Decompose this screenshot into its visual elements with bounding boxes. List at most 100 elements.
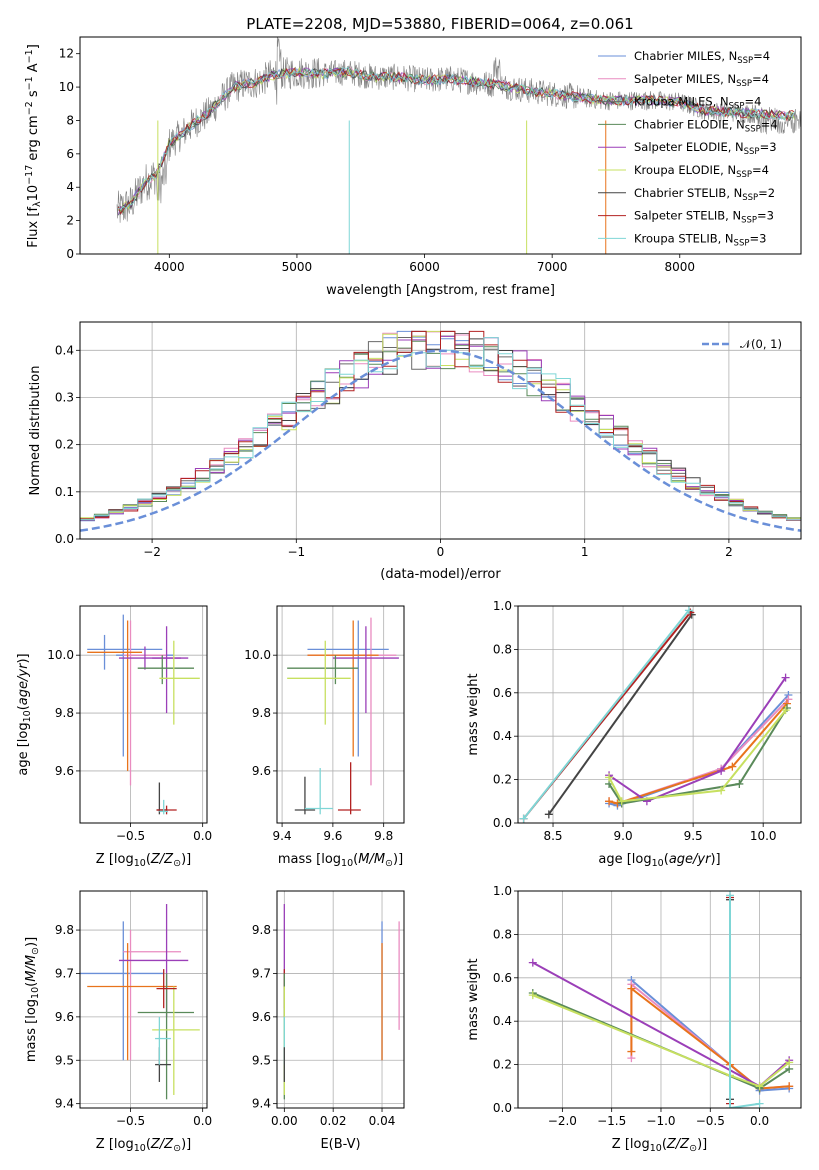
y-tick-label: 9.5 [252, 1053, 271, 1067]
y-tick-label: 0.2 [55, 438, 74, 452]
y-tick-label: 9.8 [252, 923, 271, 937]
weight-marker [726, 891, 735, 900]
weight-marker [728, 762, 737, 771]
weight-series-line [608, 677, 787, 803]
gaussian-reference-curve [80, 349, 801, 532]
model-spectrum-line [118, 66, 795, 210]
weight-marker [755, 1082, 764, 1091]
x-tick-label: 5000 [282, 260, 313, 274]
weight-marker [755, 1099, 764, 1108]
legend-entry: Salpeter STELIB, NSSP=3 [634, 209, 774, 226]
errorbar-point [137, 973, 195, 1100]
spectrum-legend: Chabrier MILES, NSSP=4 Salpeter MILES, NS… [598, 49, 778, 248]
y-tick-label: 0.0 [493, 816, 512, 830]
age-vs-mass-panel: 9.4 9.6 9.8 9.6 9.8 10.0 mass [log10(M/M⊙)] [244, 605, 405, 869]
errorbar-point [307, 620, 379, 757]
x-tick-label: 2 [725, 545, 733, 559]
y-tick-label: 9.6 [252, 764, 271, 778]
y-tick-label: 9.6 [55, 1010, 74, 1024]
weight-series-line [608, 709, 787, 803]
weight-vs-metallicity-panel: −2.0 −1.5 −1.0 −0.5 0.0 0.0 0.2 0.4 0.6 0.8 1.0 Z [… [466, 884, 802, 1154]
x-tick-label: 9.0 [614, 829, 633, 843]
x-tick-label: 9.4 [273, 829, 292, 843]
y-tick-label: 10.0 [244, 648, 271, 662]
y-axis-label: age [log10(age/yr)] [16, 653, 33, 775]
weight-marker [519, 814, 528, 823]
weight-marker [605, 773, 614, 782]
figure-title: PLATE=2208, MJD=53880, FIBERID=0064, z=0… [246, 15, 633, 33]
x-tick-label: −0.5 [116, 829, 145, 843]
errorbar-point [156, 969, 177, 1009]
x-tick-label: −1 [287, 545, 305, 559]
x-tick-label: 7000 [537, 260, 568, 274]
plot-area [80, 904, 200, 1100]
weight-marker [627, 984, 636, 993]
weight-vs-age-panel: 8.5 9.0 9.5 10.0 0.0 0.2 0.4 0.6 0.8 1.0 age [log1… [466, 599, 802, 869]
plot-area [116, 37, 801, 254]
errorbar-point [332, 626, 399, 714]
y-tick-label: 9.6 [252, 1010, 271, 1024]
weight-series-line [608, 702, 788, 805]
weight-series-line [532, 994, 790, 1088]
x-tick-label: 4000 [154, 260, 185, 274]
errorbar-point [152, 626, 182, 714]
age-vs-metallicity-panel: −0.5 0.0 9.6 9.8 10.0 Z [log10(Z/Z⊙)] age [log… [16, 605, 212, 869]
y-axis-label: mass [log10(M/M⊙)] [24, 937, 41, 1062]
weight-marker [528, 958, 537, 967]
errorbar-point [152, 986, 200, 1095]
weight-marker [726, 1104, 735, 1108]
weight-marker [717, 766, 726, 775]
errorbar-point [159, 640, 200, 725]
spectrum-panel: 4000 5000 6000 7000 8000 0 2 4 6 8 10 12 Chabrier MI… [24, 36, 802, 298]
axes-frame [276, 890, 405, 1109]
x-tick-label: 0.0 [193, 1114, 212, 1128]
errorbar-point [80, 921, 164, 1061]
errorbar-point [307, 617, 397, 786]
errorbar-point [155, 1047, 171, 1082]
weight-marker [781, 706, 790, 715]
x-tick-label: 0.00 [271, 1114, 298, 1128]
y-tick-label: 0.2 [493, 1058, 512, 1072]
y-axis-label: mass weight [466, 673, 481, 755]
y-tick-label: 12 [59, 47, 74, 61]
y-tick-label: 0.0 [493, 1101, 512, 1115]
y-tick-label: 1.0 [493, 884, 512, 898]
errorbar-point [116, 614, 174, 757]
plot-area [283, 904, 400, 1100]
x-axis-label: Z [log10(Z/Z⊙)] [96, 852, 191, 869]
weight-marker [735, 779, 744, 788]
x-tick-label: 0.0 [193, 829, 212, 843]
axes-frame [276, 605, 405, 824]
weight-marker [717, 786, 726, 795]
y-tick-label: 0.2 [493, 773, 512, 787]
errorbar-point [87, 620, 143, 771]
weight-marker [605, 797, 614, 806]
x-tick-label: 8000 [664, 260, 695, 274]
y-tick-label: 0.4 [493, 1014, 512, 1028]
weight-series-line [608, 698, 790, 805]
y-tick-label: 9.8 [55, 923, 74, 937]
errorbar-point [304, 768, 333, 815]
residual-histogram [80, 337, 801, 539]
plot-area [519, 606, 793, 823]
x-tick-label: −0.5 [116, 1114, 145, 1128]
y-tick-label: 10 [59, 80, 74, 94]
x-axis-label: wavelength [Angstrom, rest frame] [326, 283, 555, 298]
x-tick-label: −2 [143, 545, 161, 559]
weight-marker [781, 673, 790, 682]
weight-marker [784, 695, 793, 704]
errorbar-point [287, 655, 359, 685]
legend-entry: Kroupa ELODIE, NSSP=4 [634, 163, 769, 180]
x-tick-label: 6000 [409, 260, 440, 274]
errorbar-point [123, 620, 167, 786]
weight-series-line [608, 707, 788, 805]
errorbar-point [87, 943, 177, 1061]
y-tick-label: 9.4 [252, 1097, 271, 1111]
y-axis-label: mass weight [466, 958, 481, 1040]
x-tick-label: 0.0 [750, 1114, 769, 1128]
y-tick-label: 9.7 [55, 966, 74, 980]
errorbar-point [137, 655, 195, 685]
y-tick-label: 9.6 [55, 764, 74, 778]
errorbar-point [118, 904, 189, 1017]
x-axis-label: E(B-V) [320, 1137, 360, 1152]
